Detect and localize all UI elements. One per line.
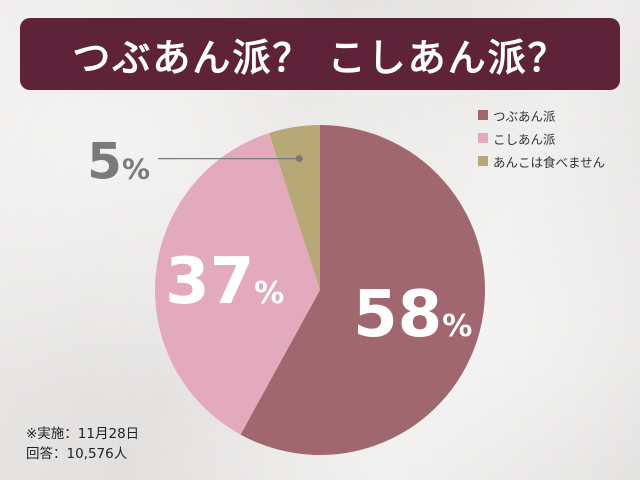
survey-footnote: ※実施：11月28日 回答：10,576人 bbox=[26, 424, 139, 464]
chart-title: つぶあん派？ こしあん派？ bbox=[72, 35, 568, 80]
legend-label: あんこは食べません bbox=[493, 154, 606, 170]
survey-respondents: 回答：10,576人 bbox=[26, 446, 128, 462]
title-banner: つぶあん派？ こしあん派？ bbox=[20, 18, 620, 90]
legend-swatch bbox=[478, 133, 488, 143]
slice-koshian bbox=[155, 133, 320, 435]
legend-swatch bbox=[478, 156, 488, 166]
legend-item-none: あんこは食べません bbox=[478, 150, 638, 172]
slice-none bbox=[269, 125, 320, 290]
legend-swatch bbox=[478, 110, 488, 120]
data-label-none: 5% bbox=[87, 133, 150, 191]
data-label-tsubuan: 58% bbox=[353, 278, 472, 352]
data-label-koshian: 37% bbox=[165, 245, 284, 319]
legend: つぶあん派 こしあん派 あんこは食べません bbox=[478, 104, 638, 173]
legend-item-koshian: こしあん派 bbox=[478, 127, 638, 149]
survey-date: ※実施：11月28日 bbox=[26, 426, 140, 442]
slice-tsubuan bbox=[240, 125, 486, 456]
legend-label: つぶあん派 bbox=[493, 108, 556, 124]
legend-item-tsubuan: つぶあん派 bbox=[478, 104, 638, 126]
leader-dot bbox=[295, 155, 303, 163]
legend-label: こしあん派 bbox=[493, 131, 556, 147]
